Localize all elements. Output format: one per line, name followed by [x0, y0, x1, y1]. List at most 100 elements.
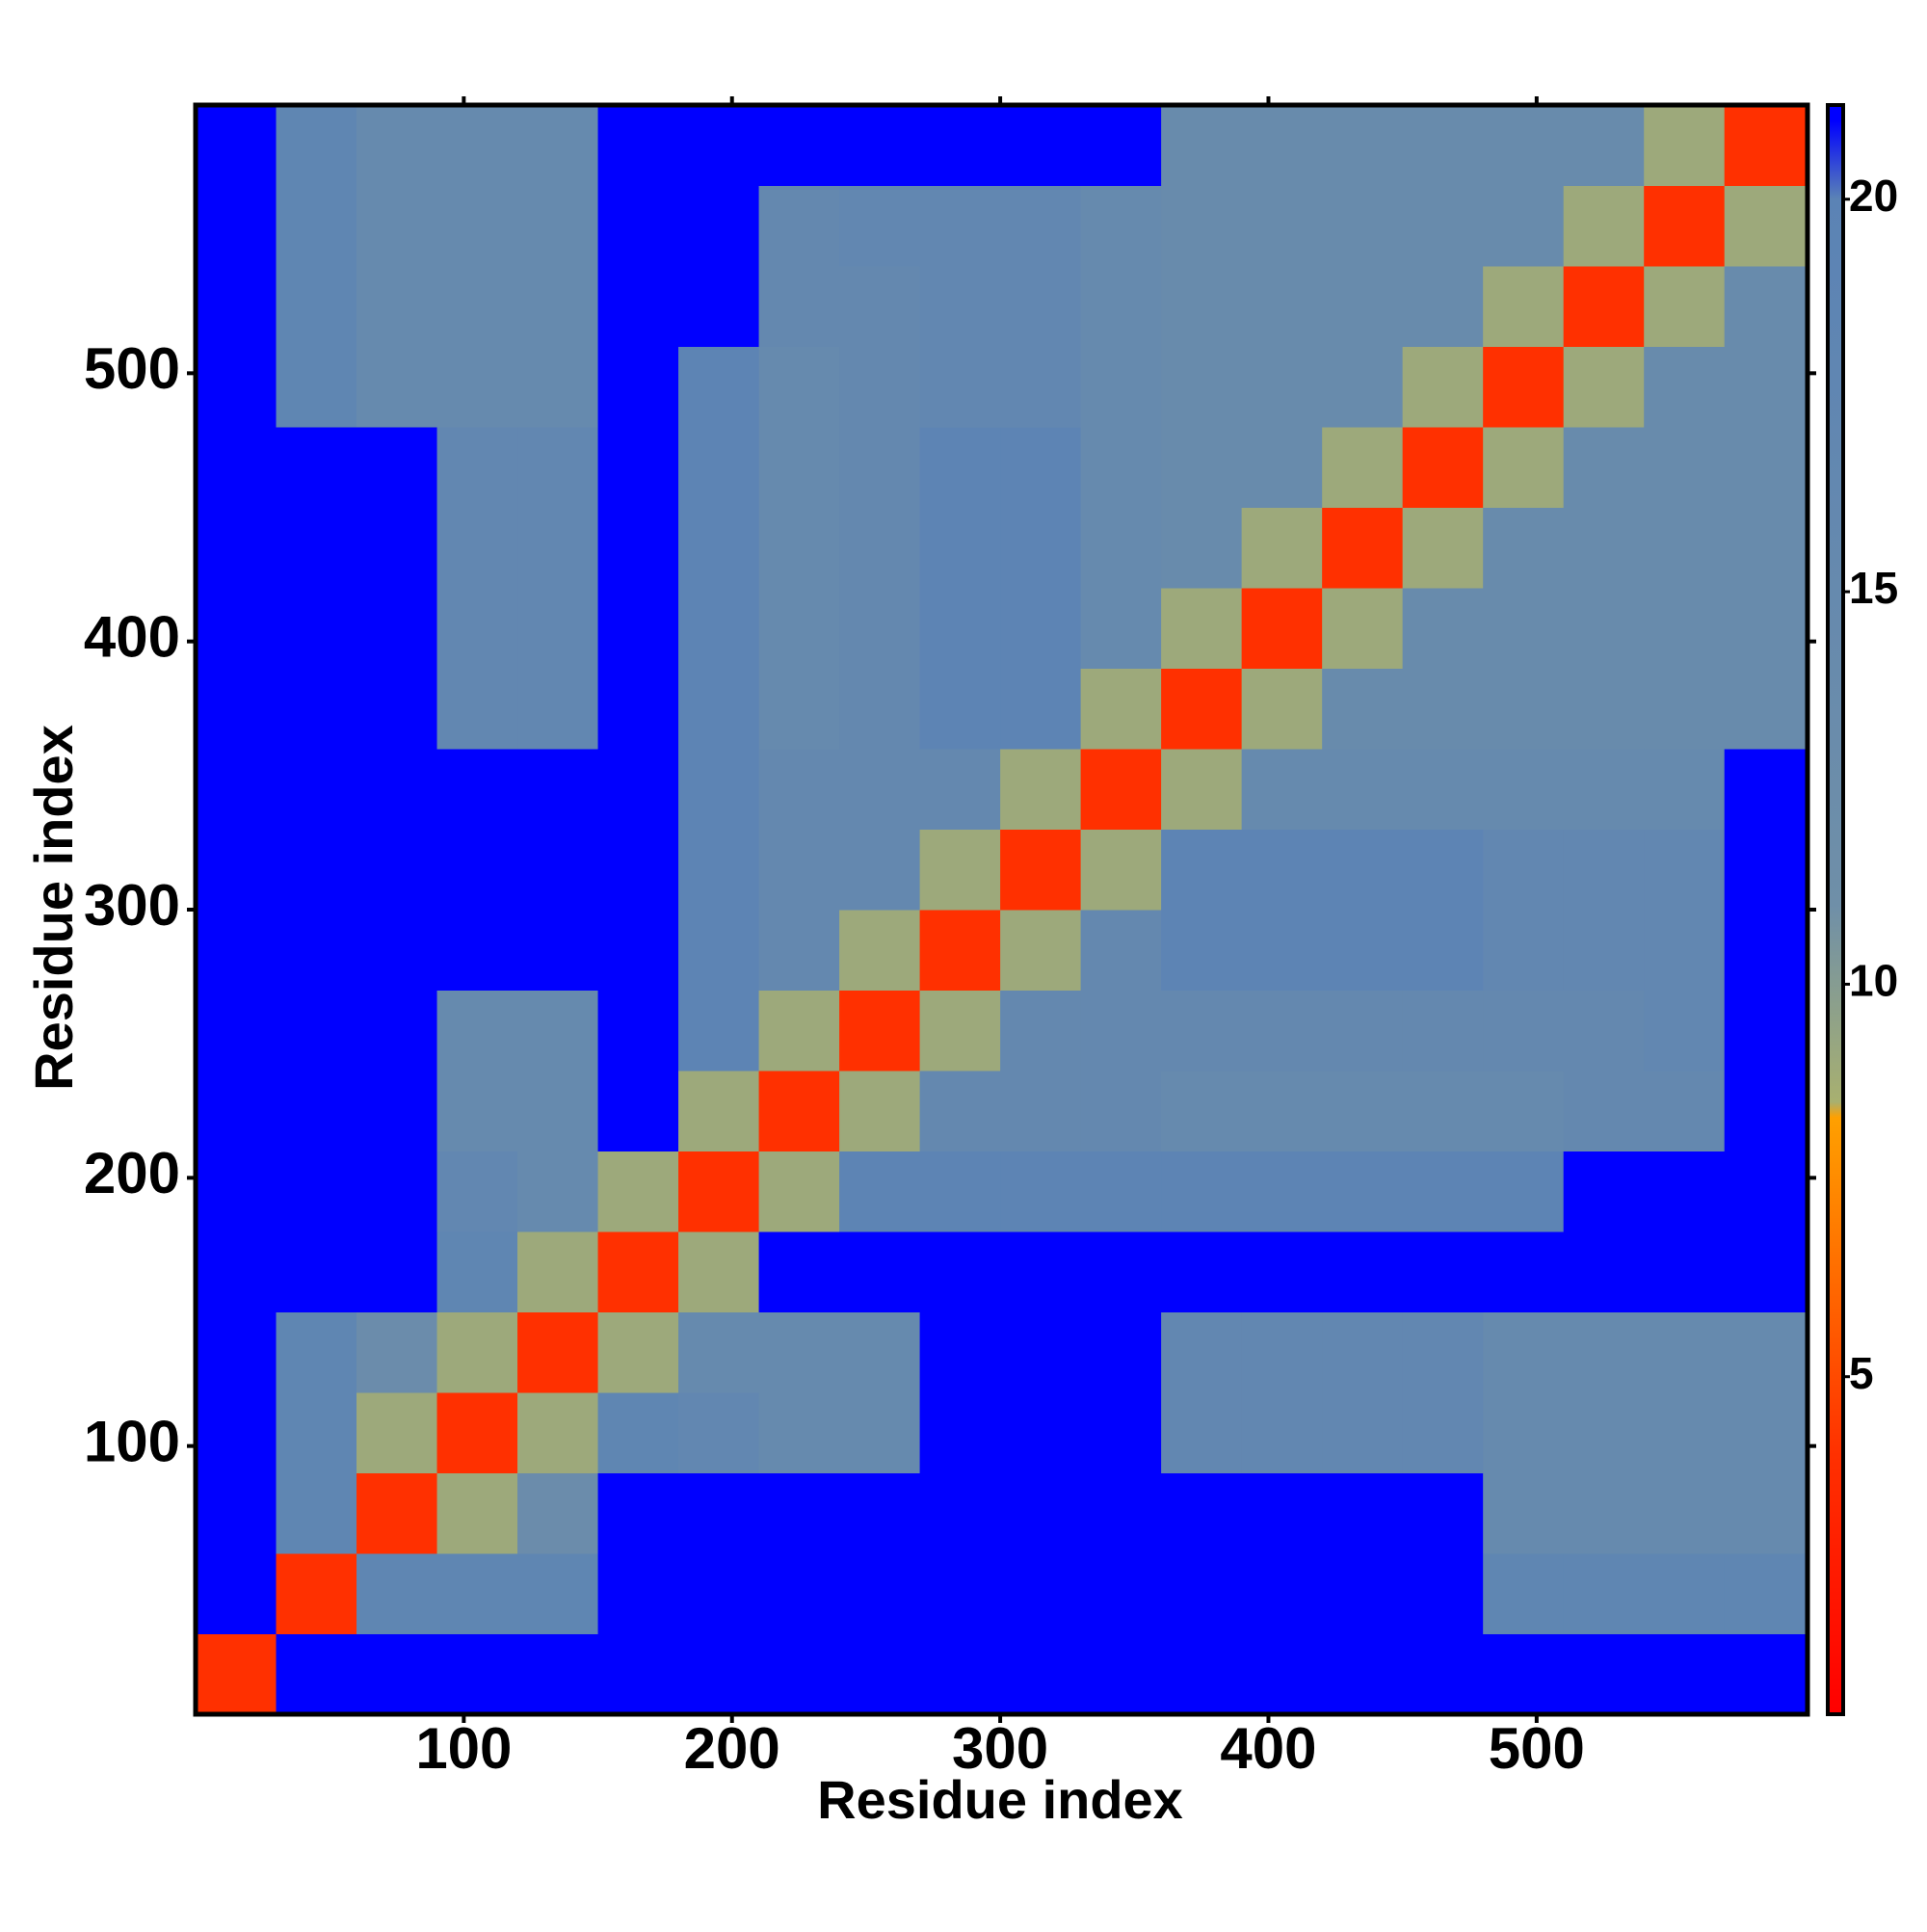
heatmap-cell	[1563, 990, 1645, 1072]
heatmap-cell	[1724, 1472, 1806, 1554]
heatmap-cell	[839, 507, 921, 589]
heatmap-cell	[1402, 1231, 1484, 1312]
heatmap-cell	[276, 1633, 357, 1715]
heatmap-cell	[356, 507, 438, 589]
heatmap-cell	[1402, 829, 1484, 911]
heatmap-cell	[1402, 1472, 1484, 1554]
heatmap-cell	[678, 427, 760, 508]
heatmap-cell	[1161, 1151, 1243, 1232]
colorbar-tick-label: 15	[1849, 563, 1898, 613]
heatmap-cell	[1000, 1472, 1082, 1554]
heatmap-cell	[1161, 507, 1243, 589]
heatmap-cell	[1241, 910, 1323, 991]
heatmap-cell	[839, 427, 921, 508]
heatmap-cell	[1161, 1311, 1243, 1393]
heatmap-cell	[1080, 910, 1162, 991]
x-axis-title: Residue index	[817, 1769, 1183, 1830]
heatmap-cell	[1483, 1633, 1565, 1715]
x-tick-label: 500	[1489, 1716, 1585, 1781]
heatmap-cell	[1724, 1633, 1806, 1715]
heatmap-cell	[597, 1633, 679, 1715]
heatmap-cell	[196, 105, 277, 186]
heatmap-cell	[839, 829, 921, 911]
heatmap-cell	[1483, 668, 1565, 750]
heatmap-cell	[1000, 266, 1082, 347]
heatmap-cell	[356, 1311, 438, 1393]
heatmap-cell	[1724, 105, 1806, 186]
heatmap-cell	[758, 427, 840, 508]
heatmap-cell	[597, 185, 679, 267]
heatmap-cell	[1724, 1151, 1806, 1232]
heatmap-cell	[1080, 1392, 1162, 1473]
heatmap-cell	[1000, 829, 1082, 911]
colorbar-tick-label: 10	[1849, 956, 1898, 1006]
heatmap-cell	[678, 588, 760, 669]
heatmap-cell	[276, 507, 357, 589]
heatmap-cell	[436, 588, 518, 669]
heatmap-cell	[356, 829, 438, 911]
heatmap-cell	[436, 1071, 518, 1151]
heatmap-cell	[436, 185, 518, 267]
heatmap-cell	[1644, 1231, 1726, 1312]
heatmap-cell	[1644, 749, 1726, 830]
heatmap-cell	[1000, 668, 1082, 750]
heatmap-cell	[1724, 1392, 1806, 1473]
y-tick-label: 300	[84, 873, 180, 938]
heatmap-cell	[1724, 1071, 1806, 1151]
heatmap-cell	[356, 1071, 438, 1151]
heatmap-cell	[276, 1392, 357, 1473]
heatmap-cell	[517, 427, 599, 508]
heatmap-cell	[839, 1231, 921, 1312]
heatmap-cell	[1241, 749, 1323, 830]
heatmap-cell	[1161, 1071, 1243, 1151]
heatmap-cell	[1724, 1311, 1806, 1393]
heatmap-cell	[1724, 990, 1806, 1072]
heatmap-cell	[276, 1071, 357, 1151]
heatmap-cell	[436, 1633, 518, 1715]
y-axis-title: Residue index	[23, 725, 84, 1091]
heatmap-cell	[839, 1553, 921, 1634]
heatmap-cell	[1161, 829, 1243, 911]
heatmap-cell	[758, 749, 840, 830]
heatmap-cell	[1563, 507, 1645, 589]
heatmap-cell	[1322, 1311, 1404, 1393]
heatmap-cell	[1080, 105, 1162, 186]
heatmap-cell	[839, 346, 921, 428]
heatmap-cell	[1000, 427, 1082, 508]
heatmap-cell	[196, 829, 277, 911]
heatmap-cell	[356, 1392, 438, 1473]
heatmap-cell	[1402, 1071, 1484, 1151]
heatmap-cell	[1563, 427, 1645, 508]
heatmap-cell	[839, 990, 921, 1072]
heatmap-cell	[196, 749, 277, 830]
heatmap-cell	[758, 185, 840, 267]
heatmap-cell	[678, 1392, 760, 1473]
heatmap-cell	[196, 1472, 277, 1554]
heatmap-cell	[758, 346, 840, 428]
heatmap-cell	[1080, 1633, 1162, 1715]
heatmap-cell	[758, 266, 840, 347]
heatmap-cell	[276, 1553, 357, 1634]
heatmap-cell	[839, 1311, 921, 1393]
y-tick-label: 500	[84, 336, 180, 401]
heatmap-cell	[1563, 1231, 1645, 1312]
heatmap-cell	[758, 588, 840, 669]
heatmap-cell	[1483, 1392, 1565, 1473]
heatmap-cell	[1000, 346, 1082, 428]
heatmap-cell	[1080, 829, 1162, 911]
heatmap-cell	[1241, 507, 1323, 589]
heatmap-cell	[436, 1151, 518, 1232]
heatmap-cell	[597, 1151, 679, 1232]
heatmap-cell	[517, 588, 599, 669]
heatmap-cell	[356, 266, 438, 347]
heatmap-cell	[1322, 588, 1404, 669]
heatmap-cell	[517, 1392, 599, 1473]
heatmap-cell	[356, 1231, 438, 1312]
heatmap-cell	[597, 1553, 679, 1634]
heatmap-cell	[196, 990, 277, 1072]
heatmap-cell	[597, 990, 679, 1072]
heatmap-cell	[758, 990, 840, 1072]
heatmap-cell	[1161, 105, 1243, 186]
heatmap-cell	[1563, 1633, 1645, 1715]
